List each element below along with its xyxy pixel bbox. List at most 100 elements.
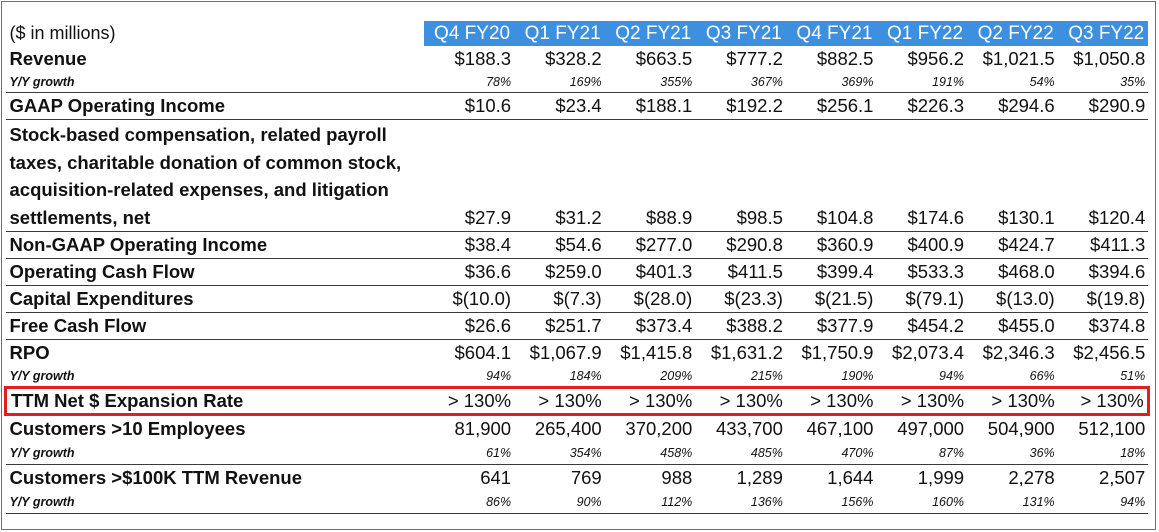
row-operating-cash-flow: Operating Cash Flow $36.6 $259.0 $401.3 … bbox=[5, 258, 1149, 286]
row-customers-10-employees: Customers >10 Employees 81,900 265,400 3… bbox=[6, 415, 1149, 443]
cell-value: 369% bbox=[785, 72, 877, 93]
cell-value: 190% bbox=[785, 366, 877, 388]
cell-value: $259.0 bbox=[514, 258, 605, 286]
row-label: RPO bbox=[9, 342, 50, 363]
cell-value: 370,200 bbox=[625, 418, 693, 439]
cell-value: $374.8 bbox=[1057, 312, 1149, 340]
cell-value: 66% bbox=[967, 366, 1058, 388]
cell-value: 769 bbox=[570, 467, 602, 488]
cell-value: $54.6 bbox=[514, 231, 605, 259]
row-revenue-growth: Y/Y growth 78% 169% 355% 367% 369% 191% … bbox=[5, 72, 1149, 93]
row-gaap-operating-income: GAAP Operating Income $10.6 $23.4 $188.1… bbox=[5, 92, 1149, 120]
quarter-header: Q2 FY22 bbox=[967, 21, 1058, 46]
cell-value: $2,456.5 bbox=[1073, 342, 1146, 363]
header-row: ($ in millions) Q4 FY20 Q1 FY21 Q2 FY21 … bbox=[6, 21, 1149, 46]
cell-value: $256.1 bbox=[785, 92, 877, 120]
cell-value: $411.3 bbox=[1057, 231, 1149, 259]
cell-value: $1,021.5 bbox=[982, 48, 1055, 69]
cell-value: 215% bbox=[695, 366, 786, 388]
cell-value: 433,700 bbox=[716, 418, 783, 439]
row-label: Y/Y growth bbox=[5, 491, 424, 514]
cell-value: 512,100 bbox=[1078, 418, 1146, 439]
cell-value: $104.8 bbox=[785, 119, 877, 232]
cell-value: $120.4 bbox=[1057, 119, 1149, 232]
cell-value: $388.2 bbox=[695, 312, 786, 340]
cell-value: $251.7 bbox=[514, 312, 605, 340]
cell-value: $130.1 bbox=[967, 119, 1058, 232]
cell-value: $454.2 bbox=[876, 312, 968, 340]
row-label: Stock-based compensation, related payrol… bbox=[5, 119, 424, 232]
cell-value: 18% bbox=[1057, 442, 1149, 465]
cell-value: 90% bbox=[514, 491, 605, 514]
financial-metrics-table: ($ in millions) Q4 FY20 Q1 FY21 Q2 FY21 … bbox=[4, 21, 1150, 514]
cell-value: $2,346.3 bbox=[982, 342, 1055, 363]
row-revenue: Revenue $188.3 $328.2 $663.5 $777.2 $882… bbox=[6, 46, 1149, 72]
cell-value: 504,900 bbox=[987, 418, 1055, 439]
row-rpo: RPO $604.1 $1,067.9 $1,415.8 $1,631.2 $1… bbox=[6, 340, 1149, 367]
cell-value: 265,400 bbox=[534, 418, 602, 439]
cell-value: $1,415.8 bbox=[620, 342, 693, 363]
row-label: Revenue bbox=[9, 48, 87, 69]
cell-value: $98.5 bbox=[695, 119, 786, 232]
cell-value: $1,631.2 bbox=[710, 342, 783, 363]
cell-value: > 130% bbox=[876, 386, 968, 416]
cell-value: $188.3 bbox=[454, 48, 512, 69]
row-customers-10-growth: Y/Y growth 61% 354% 458% 485% 470% 87% 3… bbox=[5, 442, 1149, 465]
cell-value: $290.8 bbox=[695, 231, 786, 259]
cell-value: 160% bbox=[876, 491, 968, 514]
cell-value: 209% bbox=[604, 366, 696, 388]
cell-value: 86% bbox=[423, 491, 515, 514]
cell-value: 87% bbox=[876, 442, 968, 465]
cell-value: 1,644 bbox=[827, 467, 874, 488]
cell-value: 136% bbox=[695, 491, 786, 514]
quarter-header: Q2 FY21 bbox=[604, 21, 696, 46]
cell-value: $663.5 bbox=[635, 48, 693, 69]
cell-value: $2,073.4 bbox=[892, 342, 965, 363]
cell-value: $328.2 bbox=[545, 48, 602, 69]
cell-value: 131% bbox=[967, 491, 1058, 514]
quarter-header: Q4 FY21 bbox=[785, 21, 877, 46]
cell-value: > 130% bbox=[785, 386, 877, 416]
row-capital-expenditures: Capital Expenditures $(10.0) $(7.3) $(28… bbox=[5, 285, 1149, 313]
cell-value: $411.5 bbox=[695, 258, 786, 286]
cell-value: 78% bbox=[423, 72, 515, 93]
cell-value: $455.0 bbox=[967, 312, 1058, 340]
cell-value: $(21.5) bbox=[785, 285, 877, 313]
cell-value: $192.2 bbox=[695, 92, 786, 120]
cell-value: $26.6 bbox=[423, 312, 515, 340]
cell-value: $10.6 bbox=[423, 92, 515, 120]
cell-value: $394.6 bbox=[1057, 258, 1149, 286]
cell-value: 54% bbox=[967, 72, 1058, 93]
cell-value: > 130% bbox=[604, 386, 696, 416]
cell-value: 61% bbox=[423, 442, 515, 465]
cell-value: 1,999 bbox=[917, 467, 965, 488]
row-stock-based-compensation: Stock-based compensation, related payrol… bbox=[5, 119, 1149, 232]
cell-value: 988 bbox=[661, 467, 693, 488]
cell-value: 169% bbox=[514, 72, 605, 93]
cell-value: 51% bbox=[1057, 366, 1149, 388]
cell-value: $88.9 bbox=[604, 119, 696, 232]
cell-value: 485% bbox=[695, 442, 786, 465]
cell-value: $36.6 bbox=[423, 258, 515, 286]
row-label: TTM Net $ Expansion Rate bbox=[4, 386, 424, 416]
quarter-header: Q1 FY22 bbox=[876, 21, 968, 46]
cell-value: 184% bbox=[514, 366, 605, 388]
row-customers-100k: Customers >$100K TTM Revenue 641 769 988… bbox=[6, 465, 1149, 492]
cell-value: 35% bbox=[1057, 72, 1149, 93]
cell-value: $399.4 bbox=[785, 258, 877, 286]
cell-value: $(23.3) bbox=[695, 285, 786, 313]
cell-value: $174.6 bbox=[876, 119, 968, 232]
row-label: Operating Cash Flow bbox=[5, 258, 424, 286]
row-customers-100k-growth: Y/Y growth 86% 90% 112% 136% 156% 160% 1… bbox=[5, 491, 1149, 514]
row-label: GAAP Operating Income bbox=[5, 92, 424, 120]
cell-value: 355% bbox=[604, 72, 696, 93]
cell-value: 367% bbox=[695, 72, 786, 93]
cell-value: 458% bbox=[604, 442, 696, 465]
cell-value: $533.3 bbox=[876, 258, 968, 286]
cell-value: 2,278 bbox=[1008, 467, 1055, 488]
cell-value: 94% bbox=[1057, 491, 1149, 514]
cell-value: 354% bbox=[514, 442, 605, 465]
cell-value: $38.4 bbox=[423, 231, 515, 259]
cell-value: $604.1 bbox=[454, 342, 512, 363]
